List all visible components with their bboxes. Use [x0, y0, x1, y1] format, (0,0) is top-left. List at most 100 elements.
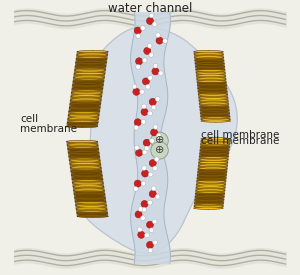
Ellipse shape — [67, 142, 98, 144]
Ellipse shape — [66, 125, 98, 128]
Ellipse shape — [200, 111, 230, 113]
Ellipse shape — [196, 71, 226, 73]
Circle shape — [141, 181, 146, 186]
Ellipse shape — [76, 60, 107, 62]
Circle shape — [155, 194, 160, 199]
Ellipse shape — [198, 90, 227, 93]
Ellipse shape — [197, 80, 226, 82]
Ellipse shape — [198, 95, 228, 97]
Circle shape — [155, 97, 160, 101]
Ellipse shape — [69, 158, 100, 160]
Circle shape — [146, 221, 154, 228]
Ellipse shape — [67, 121, 98, 123]
Ellipse shape — [73, 185, 104, 188]
Ellipse shape — [71, 174, 103, 177]
Circle shape — [141, 200, 148, 208]
Ellipse shape — [68, 155, 100, 158]
Ellipse shape — [68, 148, 99, 151]
Ellipse shape — [71, 172, 102, 174]
Ellipse shape — [194, 204, 224, 207]
Circle shape — [140, 26, 145, 31]
Ellipse shape — [201, 120, 231, 122]
Ellipse shape — [197, 86, 227, 88]
Circle shape — [136, 58, 142, 65]
Ellipse shape — [75, 199, 106, 201]
Ellipse shape — [70, 164, 101, 166]
Ellipse shape — [71, 90, 103, 92]
Ellipse shape — [75, 202, 106, 204]
Circle shape — [136, 34, 141, 39]
Ellipse shape — [194, 52, 224, 54]
Ellipse shape — [201, 139, 230, 142]
Circle shape — [151, 142, 168, 159]
Ellipse shape — [76, 53, 108, 56]
Ellipse shape — [197, 81, 226, 84]
Ellipse shape — [195, 191, 225, 193]
Ellipse shape — [196, 73, 226, 75]
Circle shape — [134, 125, 139, 130]
Ellipse shape — [71, 176, 103, 178]
Circle shape — [148, 75, 153, 80]
Ellipse shape — [76, 206, 107, 208]
Circle shape — [136, 64, 140, 69]
Ellipse shape — [75, 64, 106, 66]
Ellipse shape — [67, 143, 98, 145]
Ellipse shape — [74, 191, 105, 193]
Text: membrane: membrane — [20, 123, 77, 134]
Ellipse shape — [194, 205, 224, 208]
Ellipse shape — [197, 83, 227, 85]
Ellipse shape — [196, 186, 226, 189]
Ellipse shape — [196, 77, 226, 79]
Ellipse shape — [196, 76, 226, 78]
Ellipse shape — [68, 151, 99, 153]
Ellipse shape — [200, 147, 230, 149]
Ellipse shape — [72, 83, 104, 86]
Circle shape — [138, 207, 143, 211]
Circle shape — [151, 105, 156, 110]
Ellipse shape — [195, 62, 224, 65]
Ellipse shape — [67, 119, 99, 121]
Ellipse shape — [196, 182, 226, 184]
Ellipse shape — [198, 93, 228, 96]
Ellipse shape — [198, 92, 228, 94]
Ellipse shape — [72, 180, 103, 182]
Polygon shape — [130, 13, 170, 263]
Ellipse shape — [199, 104, 229, 106]
Circle shape — [149, 13, 154, 18]
Ellipse shape — [72, 87, 103, 89]
Circle shape — [142, 78, 149, 85]
Text: cell membrane: cell membrane — [201, 130, 280, 140]
Ellipse shape — [196, 189, 225, 192]
Ellipse shape — [197, 173, 227, 175]
Ellipse shape — [195, 194, 225, 196]
Ellipse shape — [74, 68, 106, 70]
Ellipse shape — [201, 138, 231, 140]
Ellipse shape — [76, 59, 107, 61]
Ellipse shape — [70, 100, 101, 102]
Ellipse shape — [76, 208, 107, 211]
Circle shape — [153, 125, 158, 129]
Text: water channel: water channel — [108, 2, 192, 15]
Ellipse shape — [67, 144, 98, 147]
Ellipse shape — [75, 204, 107, 207]
Circle shape — [134, 145, 139, 150]
Ellipse shape — [73, 82, 104, 84]
Ellipse shape — [73, 189, 105, 192]
Ellipse shape — [75, 65, 106, 68]
Ellipse shape — [77, 214, 108, 216]
Circle shape — [141, 108, 148, 116]
Circle shape — [142, 150, 147, 155]
Ellipse shape — [76, 57, 107, 59]
Ellipse shape — [70, 168, 102, 170]
Ellipse shape — [75, 203, 106, 205]
Ellipse shape — [200, 152, 229, 155]
Ellipse shape — [67, 146, 98, 148]
Ellipse shape — [74, 74, 105, 76]
Ellipse shape — [77, 51, 108, 53]
Ellipse shape — [197, 84, 227, 87]
Text: cell membrane: cell membrane — [201, 125, 280, 146]
Ellipse shape — [69, 108, 100, 110]
Ellipse shape — [68, 116, 99, 118]
Ellipse shape — [199, 160, 228, 162]
Circle shape — [140, 216, 145, 220]
